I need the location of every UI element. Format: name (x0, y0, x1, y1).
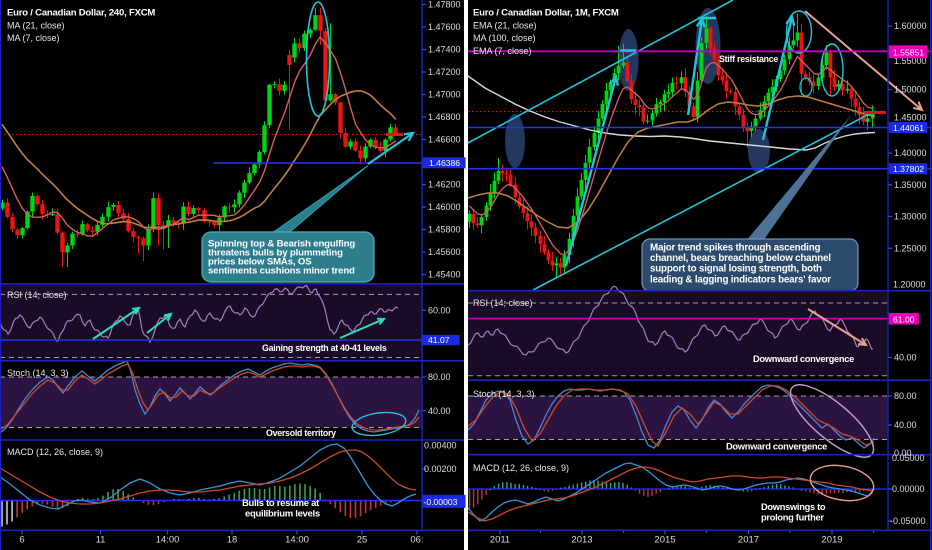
svg-text:Downward convergence: Downward convergence (726, 442, 827, 452)
svg-text:Spinning top & Bearish engulfi: Spinning top & Bearish engulfing (208, 238, 355, 249)
svg-text:Stiff resistance: Stiff resistance (719, 54, 778, 64)
svg-text:sentiments cushions minor tren: sentiments cushions minor trend (208, 266, 355, 277)
svg-text:RSI (14; close): RSI (14; close) (473, 298, 533, 308)
svg-text:2019: 2019 (821, 535, 842, 546)
svg-text:1.47800: 1.47800 (428, 0, 461, 10)
svg-text:EMA (21, close): EMA (21, close) (473, 20, 537, 30)
svg-text:1.60000: 1.60000 (894, 21, 927, 31)
svg-text:1.40000: 1.40000 (894, 148, 927, 158)
svg-text:Euro / Canadian Dollar, 1M, FX: Euro / Canadian Dollar, 1M, FXCM (473, 8, 619, 19)
svg-text:1.47200: 1.47200 (428, 67, 461, 77)
svg-text:1.44061: 1.44061 (893, 123, 924, 133)
svg-text:equilibrium levels: equilibrium levels (245, 509, 320, 520)
svg-text:40.00: 40.00 (428, 406, 451, 416)
svg-text:Oversold territory: Oversold territory (266, 428, 336, 438)
svg-text:leading & lagging indicators b: leading & lagging indicators bears' favo… (650, 274, 831, 285)
svg-text:1.46386: 1.46386 (429, 158, 460, 168)
svg-text:1.55000: 1.55000 (894, 56, 927, 66)
svg-text:1.37802: 1.37802 (893, 164, 924, 174)
svg-text:18: 18 (227, 535, 238, 546)
svg-text:Gaining strength at 40-41 leve: Gaining strength at 40-41 levels (262, 343, 387, 353)
svg-text:41.07: 41.07 (428, 335, 450, 345)
svg-text:14:00: 14:00 (156, 535, 180, 546)
svg-text:1.47000: 1.47000 (428, 90, 461, 100)
svg-text:Major trend spikes through asc: Major trend spikes through ascending (650, 243, 820, 254)
svg-text:2017: 2017 (738, 535, 759, 546)
svg-text:14:00: 14:00 (285, 535, 309, 546)
svg-text:0.05000: 0.05000 (892, 453, 925, 463)
svg-text:1.45000: 1.45000 (894, 113, 927, 123)
svg-text:Stoch (14, 3, 3): Stoch (14, 3, 3) (7, 368, 69, 378)
svg-text:2015: 2015 (654, 535, 675, 546)
svg-text:MA (21, close): MA (21, close) (7, 20, 65, 30)
svg-text:40.00: 40.00 (894, 420, 917, 430)
svg-text:threatens bulls by plummeting: threatens bulls by plummeting (208, 248, 343, 259)
svg-text:1.35000: 1.35000 (894, 180, 927, 190)
svg-text:2013: 2013 (571, 535, 592, 546)
svg-text:Downswings to: Downswings to (761, 502, 826, 512)
svg-text:61.00: 61.00 (893, 314, 915, 324)
svg-text:MA (100, close): MA (100, close) (473, 33, 536, 43)
svg-text:1.25000: 1.25000 (894, 243, 927, 253)
svg-text:0.00200: 0.00200 (424, 464, 457, 474)
svg-text:1.30000: 1.30000 (894, 212, 927, 222)
svg-text:2011: 2011 (490, 535, 510, 546)
svg-text:Euro / Canadian Dollar, 240, F: Euro / Canadian Dollar, 240, FXCM (7, 8, 155, 19)
svg-text:80.00: 80.00 (894, 391, 917, 401)
svg-text:80.00: 80.00 (428, 372, 451, 382)
svg-text:11: 11 (96, 535, 106, 546)
svg-text:1.46600: 1.46600 (428, 135, 461, 145)
svg-text:-0.05000: -0.05000 (890, 516, 926, 526)
svg-text:1.20000: 1.20000 (893, 280, 926, 290)
svg-text:Downward convergence: Downward convergence (753, 354, 854, 364)
svg-text:MACD (12, 26, close, 9): MACD (12, 26, close, 9) (7, 447, 103, 457)
svg-text:1.46800: 1.46800 (428, 112, 461, 122)
svg-text:1.45400: 1.45400 (428, 270, 461, 280)
svg-text:1.47400: 1.47400 (428, 45, 461, 55)
svg-text:1.46200: 1.46200 (428, 180, 461, 190)
svg-text:prolong further: prolong further (761, 513, 824, 523)
svg-text:60.00: 60.00 (428, 305, 451, 315)
svg-text:0.00: 0.00 (894, 448, 912, 458)
svg-text:25: 25 (357, 535, 368, 546)
svg-text:MACD (12, 26, close, 9): MACD (12, 26, close, 9) (473, 463, 569, 473)
svg-text:prices below SMAs, OS: prices below SMAs, OS (208, 257, 312, 268)
svg-text:1.50000: 1.50000 (894, 85, 927, 95)
svg-text:40.00: 40.00 (894, 353, 917, 363)
svg-text:1.47600: 1.47600 (428, 22, 461, 32)
svg-text:1.45600: 1.45600 (428, 247, 461, 257)
svg-text:MA (7, close): MA (7, close) (7, 33, 60, 43)
svg-text:-0.00003: -0.00003 (424, 497, 458, 507)
svg-text:EMA (7, close): EMA (7, close) (473, 46, 532, 56)
svg-text:RSI (14; close): RSI (14; close) (7, 290, 67, 300)
svg-text:Bulls to resume at: Bulls to resume at (242, 498, 320, 509)
svg-text:Stoch (14, 3, 3): Stoch (14, 3, 3) (473, 389, 535, 399)
svg-text:1.45800: 1.45800 (428, 225, 461, 235)
svg-text:support to signal losing stren: support to signal losing strength, both (650, 264, 822, 275)
svg-text:channel, bears breaching below: channel, bears breaching below channel (650, 253, 831, 264)
svg-text:1.55851: 1.55851 (893, 48, 924, 58)
svg-text:06:: 06: (410, 535, 423, 546)
svg-text:0.00000: 0.00000 (892, 484, 925, 494)
svg-text:0.00400: 0.00400 (424, 441, 457, 451)
svg-text:1.46000: 1.46000 (428, 202, 461, 212)
svg-text:6: 6 (19, 535, 24, 546)
